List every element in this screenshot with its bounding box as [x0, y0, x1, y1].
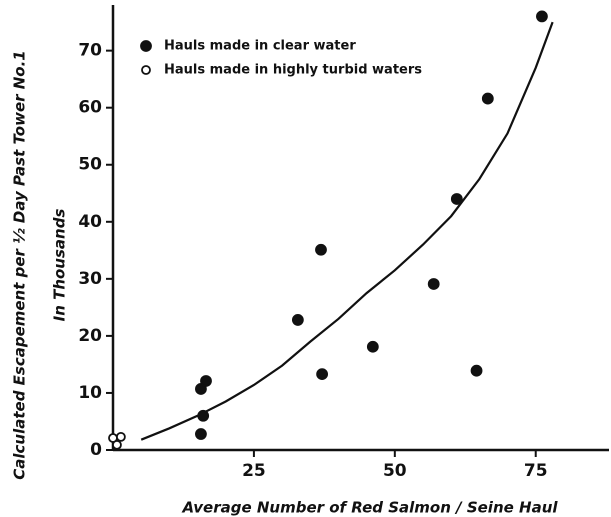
legend-marker	[140, 40, 152, 52]
point	[470, 364, 483, 377]
x-tick-label: 50	[383, 461, 407, 481]
point	[315, 243, 327, 256]
point	[450, 193, 463, 205]
point	[195, 428, 207, 440]
x-axis-label: Average Number of Red Salmon / Seine Hau…	[181, 499, 558, 517]
point	[536, 10, 548, 23]
y-tick-label: 30	[78, 269, 102, 289]
x-tick-label: 25	[242, 461, 266, 481]
point	[115, 431, 126, 442]
point	[200, 375, 212, 387]
point	[366, 340, 379, 353]
y-tick-label: 50	[78, 155, 102, 175]
legend-label: Hauls made in clear water	[164, 39, 356, 54]
x-tick-label: 75	[524, 461, 548, 481]
point	[427, 278, 440, 290]
y-tick-label: 40	[78, 212, 102, 232]
point	[481, 92, 494, 105]
fit-curve	[140, 21, 554, 441]
y-tick-label: 0	[90, 440, 102, 460]
y-tick-label: 60	[78, 98, 102, 118]
y-tick-label: 10	[78, 383, 102, 403]
point	[112, 439, 122, 450]
y-axis-label: Calculated Escapement per ½ Day Past Tow…	[11, 50, 29, 480]
point	[197, 409, 210, 422]
y-tick-label: 70	[78, 41, 102, 61]
y-axis-label: In Thousands	[51, 209, 69, 322]
legend-label: Hauls made in highly turbid waters	[164, 63, 422, 78]
y-tick-label: 20	[78, 326, 102, 346]
point	[291, 314, 304, 326]
legend-marker	[141, 65, 151, 75]
point	[316, 368, 329, 381]
